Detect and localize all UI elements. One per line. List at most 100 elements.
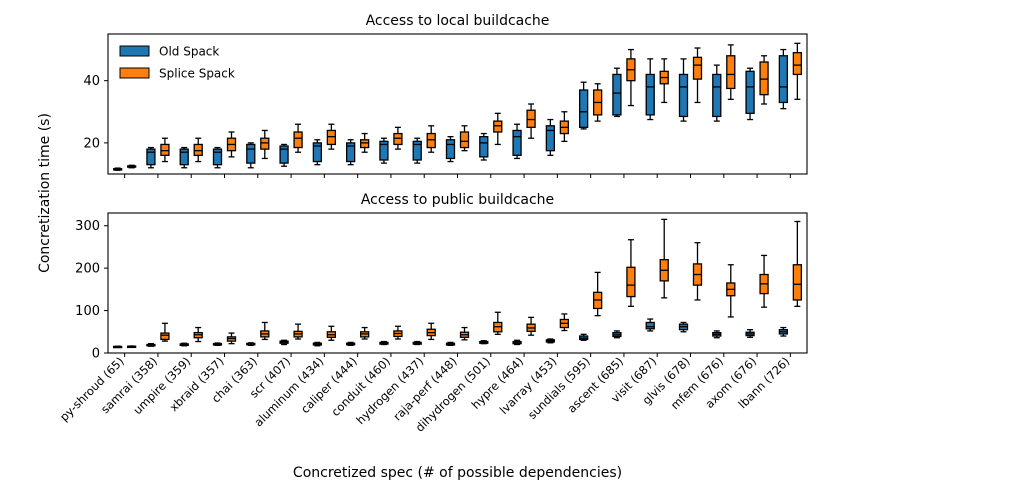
box-iqr	[160, 143, 170, 156]
box-iqr	[512, 129, 522, 156]
box-splice-spack	[359, 326, 370, 340]
legend-label: Old Spack	[159, 45, 219, 59]
axes-frame	[107, 33, 808, 175]
legend-swatch	[119, 45, 150, 57]
box-iqr	[379, 140, 389, 161]
box-old-spack	[578, 333, 589, 341]
x-axis-label: Concretized spec (# of possible dependen…	[293, 465, 622, 481]
box-splice-spack	[393, 126, 403, 150]
box-old-spack	[612, 330, 622, 339]
box-splice-spack	[193, 137, 203, 163]
box-iqr	[345, 142, 356, 163]
box-splice-spack	[792, 220, 803, 307]
box-splice-spack	[759, 254, 769, 308]
axes-frame	[107, 212, 808, 354]
box-splice-spack	[526, 316, 536, 336]
box-splice-spack	[692, 47, 703, 104]
y-tick-label: 100	[75, 304, 100, 319]
box-splice-spack	[293, 323, 303, 340]
box-splice-spack	[559, 111, 570, 142]
box-iqr	[193, 143, 203, 156]
box-iqr	[426, 132, 436, 149]
box-iqr	[479, 136, 489, 158]
y-tick-label: 0	[92, 347, 100, 362]
box-iqr	[279, 145, 289, 164]
box-iqr	[792, 264, 803, 301]
box-iqr	[745, 70, 755, 114]
box-old-spack	[678, 58, 689, 122]
box-iqr	[645, 321, 655, 330]
box-iqr	[612, 73, 622, 116]
box-old-spack	[745, 329, 755, 338]
box-iqr	[326, 129, 337, 146]
box-splice-spack	[193, 326, 203, 343]
y-tick-label: 300	[75, 219, 100, 234]
box-splice-spack	[393, 325, 403, 340]
box-old-spack	[479, 340, 489, 345]
box-old-spack	[512, 339, 522, 346]
box-iqr	[445, 139, 456, 160]
box-old-spack	[212, 342, 223, 347]
box-iqr	[526, 109, 536, 128]
box-old-spack	[345, 139, 356, 166]
box-splice-spack	[326, 325, 337, 341]
box-old-spack	[179, 146, 189, 169]
panel-title: Access to local buildcache	[366, 13, 550, 29]
box-old-spack	[279, 143, 289, 167]
box-old-spack	[112, 167, 123, 171]
box-iqr	[778, 55, 789, 104]
y-tick-label: 40	[83, 74, 100, 89]
box-old-spack	[578, 81, 589, 130]
box-iqr	[412, 140, 422, 161]
box-iqr	[645, 73, 655, 116]
box-splice-spack	[792, 42, 803, 100]
box-splice-spack	[726, 44, 736, 100]
box-old-spack	[745, 67, 755, 121]
box-splice-spack	[626, 239, 636, 307]
box-splice-spack	[359, 132, 370, 153]
box-splice-spack	[226, 332, 237, 345]
panel-title: Access to public buildcache	[361, 192, 554, 208]
box-splice-spack	[426, 322, 436, 341]
box-iqr	[678, 73, 689, 118]
box-splice-spack	[459, 326, 470, 341]
box-old-spack	[212, 146, 223, 169]
box-splice-spack	[692, 242, 703, 301]
box-old-spack	[345, 341, 356, 347]
box-iqr	[146, 148, 156, 166]
box-splice-spack	[592, 83, 603, 122]
box-splice-spack	[592, 271, 603, 317]
box-splice-spack	[493, 112, 503, 146]
box-old-spack	[312, 341, 323, 347]
box-splice-spack	[160, 322, 170, 342]
box-iqr	[212, 148, 223, 166]
box-iqr	[792, 52, 803, 76]
box-iqr	[692, 56, 703, 80]
box-splice-spack	[559, 313, 570, 332]
box-old-spack	[778, 48, 789, 110]
box-old-spack	[445, 341, 456, 347]
box-splice-spack	[160, 137, 170, 163]
box-old-spack	[612, 67, 622, 118]
box-old-spack	[412, 340, 422, 346]
box-iqr	[626, 266, 636, 298]
box-iqr	[160, 332, 170, 341]
y-tick-label: 200	[75, 262, 100, 277]
box-old-spack	[246, 342, 256, 347]
box-old-spack	[279, 339, 289, 346]
box-splice-spack	[759, 55, 769, 105]
box-iqr	[293, 131, 303, 149]
box-splice-spack	[326, 123, 337, 150]
box-iqr	[359, 139, 370, 149]
box-iqr	[726, 55, 736, 90]
box-splice-spack	[626, 48, 636, 107]
box-splice-spack	[126, 345, 137, 349]
y-tick-label: 20	[83, 136, 100, 151]
legend-swatch	[119, 67, 150, 79]
box-iqr	[246, 143, 256, 164]
box-splice-spack	[459, 125, 470, 152]
box-iqr	[260, 137, 270, 150]
box-iqr	[393, 132, 403, 146]
box-old-spack	[678, 321, 689, 333]
box-old-spack	[445, 136, 456, 163]
